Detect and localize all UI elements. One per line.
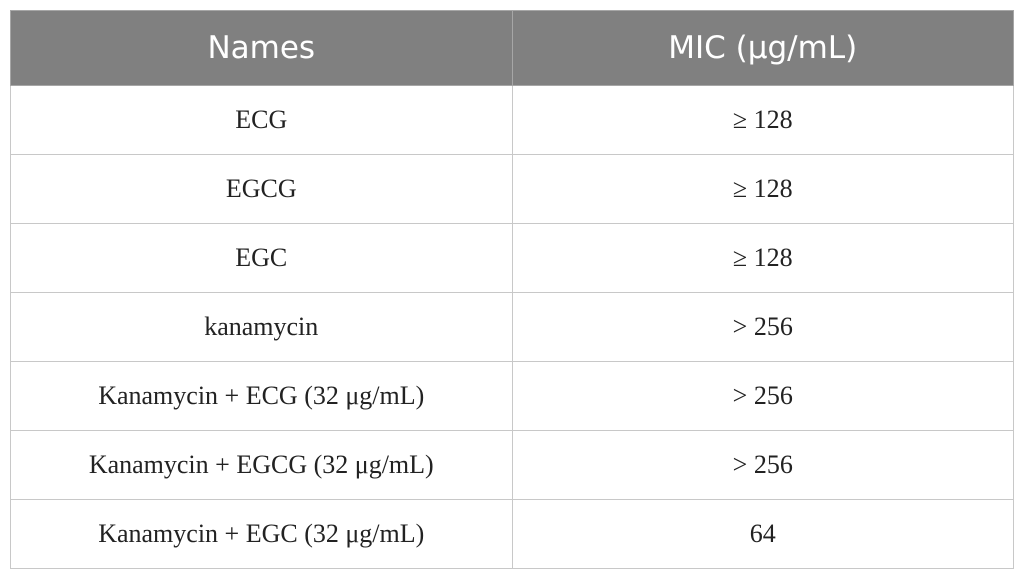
name-cell: kanamycin	[10, 292, 513, 362]
name-cell: Kanamycin + ECG (32 μg/mL)	[10, 361, 513, 431]
table-body: ECG ≥ 128 EGCG ≥ 128 EGC ≥ 128 kanamycin > 256 K…	[10, 85, 1014, 569]
table-row: Kanamycin + ECG (32 μg/mL) > 256	[10, 361, 1014, 431]
mic-table: Names MIC (μg/mL) ECG ≥ 128 EGCG ≥ 128 EGC ≥ 1…	[10, 10, 1014, 569]
name-cell: EGC	[10, 223, 513, 293]
header-cell: Names	[10, 10, 513, 86]
mic-cell: > 256	[511, 430, 1014, 500]
header-row: Names MIC (μg/mL)	[10, 10, 1014, 86]
mic-cell: 64	[511, 499, 1014, 569]
table-row: Kanamycin + EGC (32 μg/mL) 64	[10, 499, 1014, 569]
mic-cell: ≥ 128	[511, 223, 1014, 293]
mic-cell: ≥ 128	[511, 154, 1014, 224]
mic-cell: > 256	[511, 292, 1014, 362]
name-cell: ECG	[10, 85, 513, 155]
table-row: EGCG ≥ 128	[10, 154, 1014, 224]
name-cell: Kanamycin + EGCG (32 μg/mL)	[10, 430, 513, 500]
table-row: Kanamycin + EGCG (32 μg/mL) > 256	[10, 430, 1014, 500]
table-row: ECG ≥ 128	[10, 85, 1014, 155]
mic-cell: ≥ 128	[511, 85, 1014, 155]
table-row: kanamycin > 256	[10, 292, 1014, 362]
mic-cell: > 256	[511, 361, 1014, 431]
name-cell: EGCG	[10, 154, 513, 224]
header-cell: MIC (μg/mL)	[511, 10, 1014, 86]
name-cell: Kanamycin + EGC (32 μg/mL)	[10, 499, 513, 569]
table-header: Names MIC (μg/mL)	[10, 10, 1014, 86]
table-row: EGC ≥ 128	[10, 223, 1014, 293]
